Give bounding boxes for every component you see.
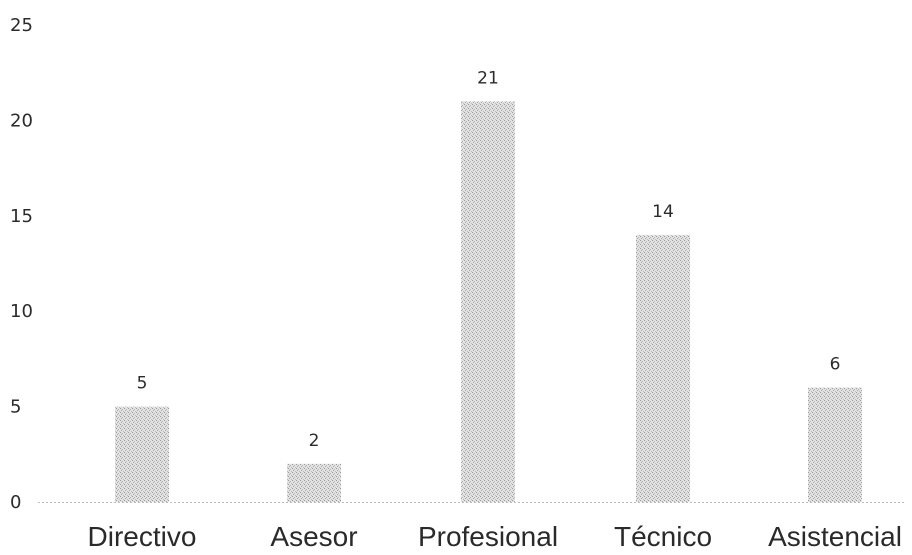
- bar-asesor: [287, 463, 341, 502]
- bars: [115, 101, 862, 502]
- y-tick-label: 5: [10, 397, 21, 418]
- bar-directivo: [115, 406, 169, 502]
- data-label: 14: [652, 202, 674, 222]
- bar-asistencial: [808, 387, 862, 502]
- data-label: 2: [309, 431, 320, 451]
- x-tick-label: Directivo: [88, 521, 197, 552]
- bar-profesional: [461, 101, 515, 502]
- y-tick-label: 10: [10, 301, 33, 322]
- y-tick-label: 25: [10, 15, 33, 36]
- x-tick-label: Profesional: [418, 521, 558, 552]
- y-axis: 0 5 10 15 20 25: [10, 15, 33, 513]
- x-tick-label: Asistencial: [768, 521, 902, 552]
- data-label: 6: [830, 355, 841, 375]
- y-tick-label: 20: [10, 110, 33, 131]
- x-axis: Directivo Asesor Profesional Técnico Asisten…: [88, 521, 902, 552]
- data-label: 21: [477, 68, 499, 88]
- bar-técnico: [636, 234, 690, 502]
- x-tick-label: Técnico: [614, 521, 712, 552]
- y-tick-label: 0: [10, 492, 21, 513]
- data-label: 5: [137, 374, 148, 394]
- data-labels: 5 2 21 14 6: [137, 68, 841, 451]
- y-tick-label: 15: [10, 206, 33, 227]
- x-tick-label: Asesor: [270, 521, 357, 552]
